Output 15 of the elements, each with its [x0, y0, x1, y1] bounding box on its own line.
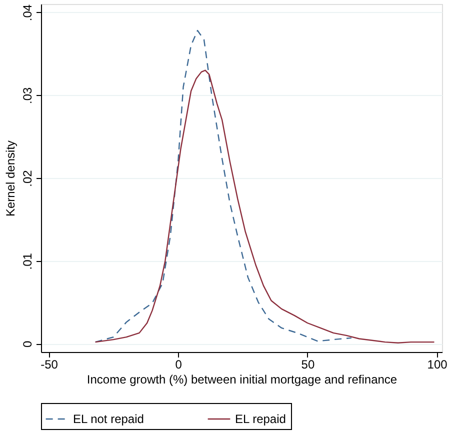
y-tick-label: .01 [20, 252, 34, 270]
y-tick-label: .02 [20, 170, 34, 187]
y-tick-label: .03 [20, 86, 34, 104]
x-axis-title: Income growth (%) between initial mortgage and refinance [86, 372, 398, 386]
x-tick-label: -50 [40, 358, 58, 372]
legend-label: EL not repaid [73, 412, 144, 426]
x-tick-label: 50 [301, 358, 315, 372]
y-tick-label: .04 [20, 4, 34, 22]
line-series [94, 30, 352, 343]
x-tick-label: 100 [427, 358, 448, 372]
y-axis-title: Kernel density [4, 140, 18, 217]
legend-label: EL repaid [235, 412, 286, 426]
y-tick-label: 0 [20, 340, 34, 348]
x-tick-label: 0 [175, 358, 182, 372]
line-series [94, 70, 435, 344]
